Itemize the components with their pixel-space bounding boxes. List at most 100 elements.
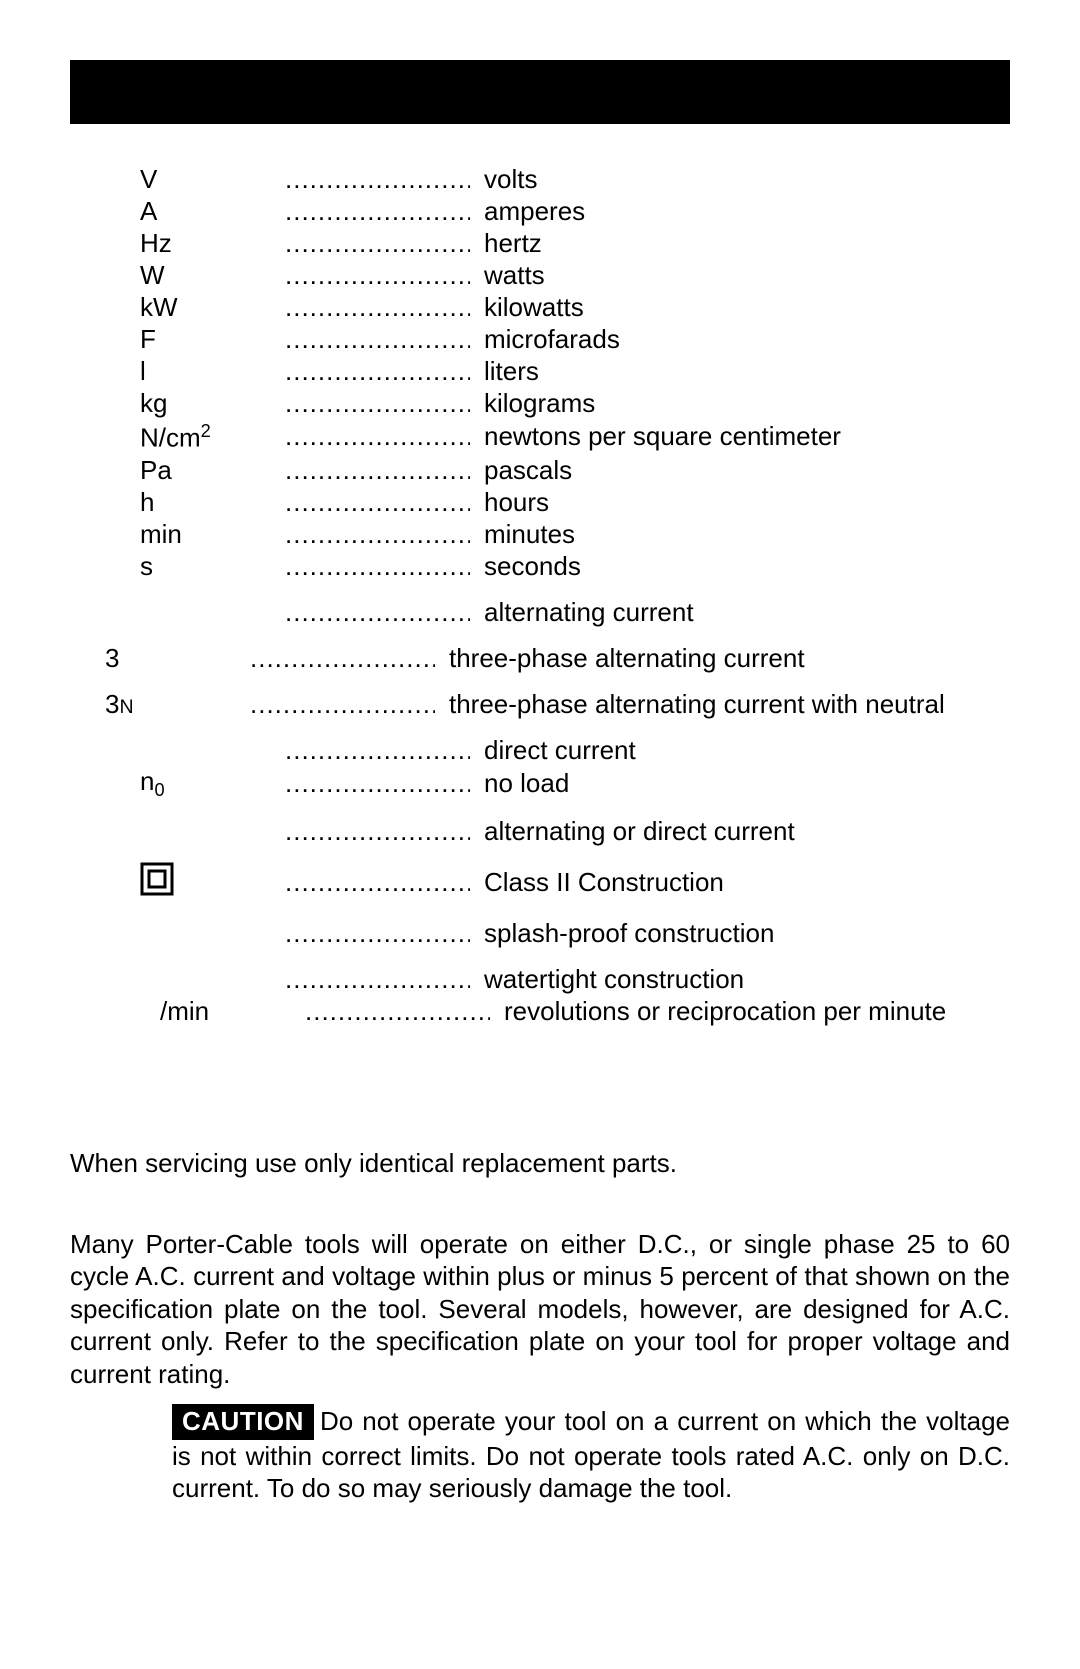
symbol-cell: n0: [105, 766, 285, 801]
table-row: ........................ splash-proof co…: [105, 917, 1010, 949]
symbol-text: n: [140, 766, 154, 796]
definition-cell: minutes: [470, 519, 575, 551]
definition-cell: kilograms: [470, 388, 595, 420]
symbol-text: 3: [105, 689, 119, 719]
dot-leader: ........................: [285, 735, 470, 767]
dot-leader: ........................: [285, 487, 470, 519]
operation-paragraph: Many Porter-Cable tools will operate on …: [70, 1228, 1010, 1391]
definition-cell: newtons per square centimeter: [470, 421, 841, 453]
table-row: Hz ........................ hertz: [105, 228, 1010, 260]
dot-leader: ........................: [285, 964, 470, 996]
symbol-cell: l: [105, 356, 285, 388]
symbol-cell: Pa: [105, 455, 285, 487]
dot-leader: ........................: [285, 816, 470, 848]
symbol-smallcap: N: [119, 696, 133, 718]
table-row: kW ........................ kilowatts: [105, 292, 1010, 324]
symbol-superscript: 2: [201, 421, 211, 441]
symbol-cell: min: [105, 519, 285, 551]
definition-cell: no load: [470, 768, 569, 800]
definition-cell: liters: [470, 356, 539, 388]
table-row: Pa ........................ pascals: [105, 454, 1010, 486]
symbol-cell: A: [105, 196, 285, 228]
symbol-cell: kg: [105, 388, 285, 420]
definition-cell: revolutions or reciprocation per minute: [490, 996, 946, 1028]
table-row: ........................ direct current: [105, 734, 1010, 766]
definition-cell: watertight construction: [470, 964, 744, 996]
table-row: N/cm2 ........................ newtons p…: [105, 420, 1010, 454]
table-row: ........................ alternating cur…: [105, 596, 1010, 628]
table-row: ........................ watertight cons…: [105, 963, 1010, 995]
symbol-cell: h: [105, 487, 285, 519]
table-row: kg ........................ kilograms: [105, 388, 1010, 420]
dot-leader: ........................: [285, 768, 470, 800]
symbol-cell: /min: [105, 996, 305, 1028]
symbol-cell: s: [105, 551, 285, 583]
table-row: F ........................ microfarads: [105, 324, 1010, 356]
caution-paragraph: CAUTIONDo not operate your tool on a cur…: [172, 1404, 1010, 1505]
header-black-bar: [70, 60, 1010, 124]
definition-cell: splash-proof construction: [470, 918, 774, 950]
dot-leader: ........................: [285, 260, 470, 292]
symbol-definitions-table: V ........................ volts A .....…: [105, 164, 1010, 1027]
dot-leader: ........................: [285, 292, 470, 324]
dot-leader: ........................: [285, 421, 470, 453]
table-row: A ........................ amperes: [105, 196, 1010, 228]
servicing-paragraph: When servicing use only identical replac…: [70, 1147, 1010, 1180]
symbol-cell: W: [105, 260, 285, 292]
table-row: ........................ Class II Constr…: [105, 862, 1010, 904]
dot-leader: ........................: [285, 551, 470, 583]
definition-cell: three-phase alternating current with neu…: [435, 689, 945, 721]
definition-cell: microfarads: [470, 324, 620, 356]
table-row: min ........................ minutes: [105, 518, 1010, 550]
dot-leader: ........................: [285, 519, 470, 551]
dot-leader: ........................: [285, 918, 470, 950]
table-row: 3 ........................ three-phase a…: [105, 642, 1010, 674]
caution-label: CAUTION: [172, 1404, 314, 1440]
symbol-subscript: 0: [154, 781, 164, 801]
symbol-text: N/cm: [140, 423, 201, 453]
table-row: h ........................ hours: [105, 486, 1010, 518]
definition-cell: hours: [470, 487, 549, 519]
table-row: /min ........................ revolution…: [105, 995, 1010, 1027]
table-row: ........................ alternating or …: [105, 816, 1010, 848]
dot-leader: ........................: [285, 228, 470, 260]
definition-cell: kilowatts: [470, 292, 584, 324]
table-row: s ........................ seconds: [105, 550, 1010, 582]
table-row: V ........................ volts: [105, 164, 1010, 196]
definition-cell: alternating or direct current: [470, 816, 795, 848]
dot-leader: ........................: [285, 196, 470, 228]
symbol-cell: kW: [105, 292, 285, 324]
table-row: 3N ........................ three-phase …: [105, 688, 1010, 720]
dot-leader: ........................: [250, 689, 435, 721]
dot-leader: ........................: [285, 388, 470, 420]
symbol-cell: [105, 862, 285, 904]
dot-leader: ........................: [285, 455, 470, 487]
definition-cell: direct current: [470, 735, 636, 767]
definition-cell: seconds: [470, 551, 581, 583]
dot-leader: ........................: [305, 996, 490, 1028]
definition-cell: hertz: [470, 228, 542, 260]
dot-leader: ........................: [285, 356, 470, 388]
table-row: n0 ........................ no load: [105, 766, 1010, 801]
dot-leader: ........................: [285, 324, 470, 356]
definition-cell: amperes: [470, 196, 585, 228]
dot-leader: ........................: [250, 643, 435, 675]
symbol-cell: V: [105, 164, 285, 196]
manual-page: V ........................ volts A .....…: [0, 60, 1080, 1565]
body-text-section: When servicing use only identical replac…: [70, 1147, 1010, 1390]
class-ii-icon: [140, 862, 174, 904]
symbol-cell: Hz: [105, 228, 285, 260]
dot-leader: ........................: [285, 597, 470, 629]
symbol-cell: F: [105, 324, 285, 356]
definition-cell: three-phase alternating current: [435, 643, 805, 675]
dot-leader: ........................: [285, 867, 470, 899]
definition-cell: volts: [470, 164, 537, 196]
definition-cell: watts: [470, 260, 545, 292]
definition-cell: pascals: [470, 455, 572, 487]
symbol-cell: N/cm2: [105, 420, 285, 454]
symbol-cell: 3N: [105, 689, 250, 721]
definition-cell: alternating current: [470, 597, 694, 629]
table-row: l ........................ liters: [105, 356, 1010, 388]
dot-leader: ........................: [285, 164, 470, 196]
table-row: W ........................ watts: [105, 260, 1010, 292]
